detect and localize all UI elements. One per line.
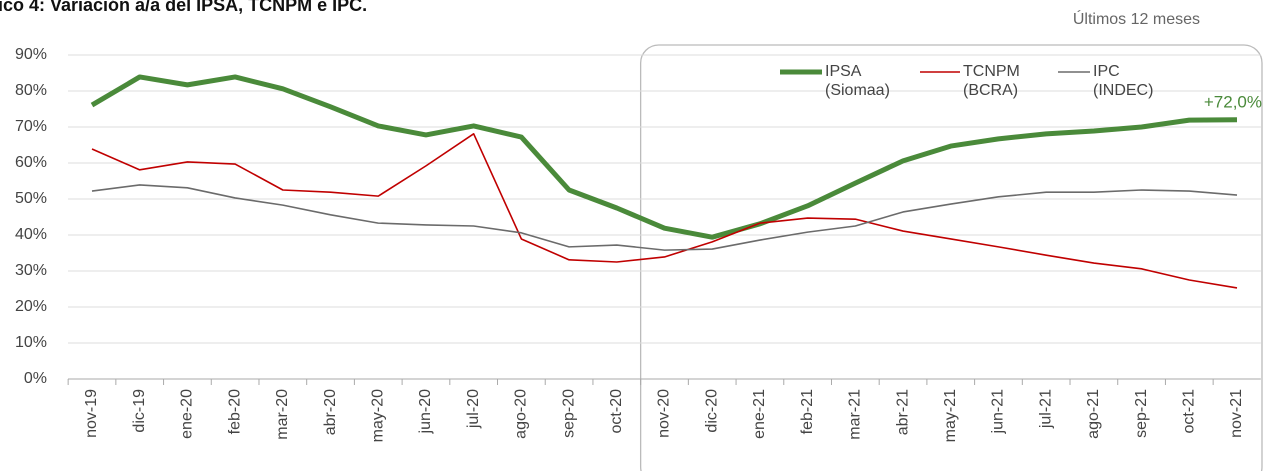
y-tick-label: 30%	[15, 262, 47, 279]
x-tick-label: abr-21	[894, 389, 911, 435]
y-tick-label: 90%	[15, 46, 47, 63]
series-line	[91, 184, 1238, 251]
y-tick-label: 10%	[15, 334, 47, 351]
x-tick-label: jul-20	[465, 389, 482, 429]
y-tick-label: 60%	[15, 154, 47, 171]
data-label: +72,0%	[1204, 92, 1262, 111]
chart-title: fico 4: Variación a/a del IPSA, TCNPM e …	[0, 0, 367, 15]
series-line	[90, 74, 1238, 240]
x-tick-label: ago-21	[1085, 389, 1102, 439]
x-tick-label: dic-20	[703, 389, 720, 433]
x-tick-label: nov-20	[656, 389, 673, 438]
legend-label: IPSA (Siomaa)	[825, 63, 890, 99]
x-tick-label: ago-20	[513, 389, 530, 439]
highlight-box	[640, 44, 1263, 471]
x-tick-label: nov-21	[1228, 389, 1245, 438]
x-tick-label: nov-19	[83, 389, 100, 438]
y-tick-label: 0%	[24, 370, 47, 387]
box-label: Últimos 12 meses	[1073, 9, 1200, 28]
x-tick-label: ene-20	[179, 389, 196, 439]
x-tick-label: sep-21	[1133, 389, 1150, 438]
x-tick-label: jun-20	[417, 389, 434, 435]
x-tick-label: mar-21	[847, 389, 864, 440]
legend-label: IPC (INDEC)	[1093, 63, 1154, 99]
x-tick-label: dic-19	[131, 389, 148, 433]
x-tick-label: oct-21	[1181, 389, 1198, 434]
y-tick-label: 70%	[15, 118, 47, 135]
y-tick-label: 80%	[15, 82, 47, 99]
x-tick-label: may-21	[942, 389, 959, 442]
x-tick-label: mar-20	[274, 389, 291, 440]
series-line	[91, 133, 1238, 289]
y-tick-label: 50%	[15, 190, 47, 207]
y-tick-label: 20%	[15, 298, 47, 315]
x-tick-label: jun-21	[990, 389, 1007, 435]
x-tick-label: jul-21	[1037, 389, 1054, 429]
x-tick-label: oct-20	[608, 389, 625, 434]
x-tick-label: sep-20	[560, 389, 577, 438]
x-tick-label: feb-20	[226, 389, 243, 434]
x-tick-label: may-20	[369, 389, 386, 442]
y-tick-label: 40%	[15, 226, 47, 243]
x-tick-label: ene-21	[751, 389, 768, 439]
x-tick-label: abr-20	[322, 389, 339, 435]
x-tick-label: feb-21	[799, 389, 816, 434]
legend-label: TCNPM (BCRA)	[963, 63, 1020, 99]
